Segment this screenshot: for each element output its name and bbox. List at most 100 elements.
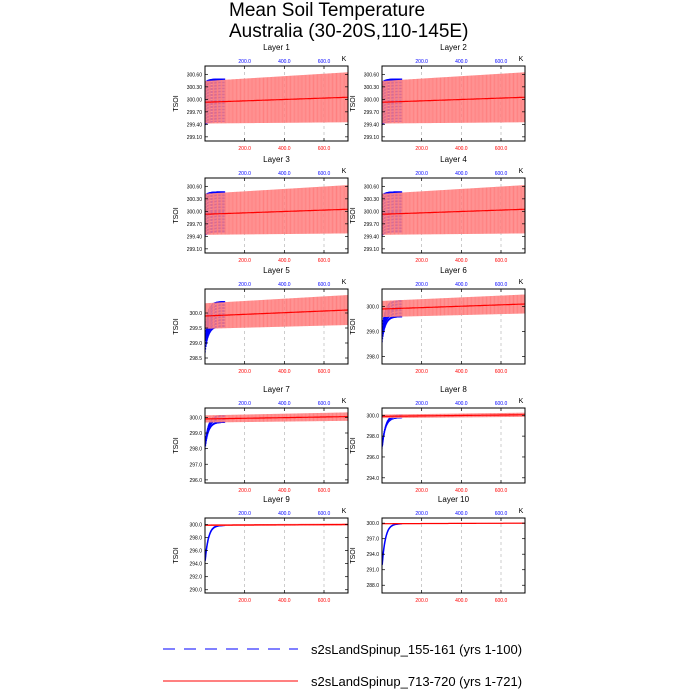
plot-frame (204, 288, 349, 365)
series-blue (204, 524, 226, 562)
bottom-x-tick-label: 200.0 (238, 598, 251, 604)
panel-title: Layer 10 (438, 495, 470, 504)
top-x-tick-label: 200.0 (415, 282, 428, 288)
series-mean-line (205, 416, 348, 420)
panel-title: Layer 8 (440, 385, 467, 394)
plot-frame (381, 517, 526, 594)
series-red (204, 72, 349, 124)
top-x-tick-label: 600.0 (318, 171, 331, 177)
y-tick-label: 294.0 (366, 476, 379, 482)
units-label: K (342, 508, 347, 515)
y-tick-label: 300.30 (187, 197, 203, 203)
y-tick-label: 298.0 (366, 434, 379, 440)
series-red (381, 522, 526, 525)
y-tick-label: 294.0 (189, 562, 202, 568)
y-tick-label: 300.00 (364, 97, 380, 103)
top-x-tick-label: 400.0 (455, 59, 468, 65)
y-axis-label: TSOI (350, 437, 357, 453)
panel-layer-3: Layer 3 K TSOI 300.60 300.30 300.00 299.70 299.… (173, 155, 349, 264)
panel-title: Layer 9 (263, 495, 290, 504)
units-label: K (342, 168, 347, 175)
y-tick-label: 296.0 (189, 478, 202, 484)
y-tick-label: 300.0 (189, 523, 202, 529)
series-mean-line (205, 309, 348, 317)
y-axis-label: TSOI (173, 95, 180, 111)
top-x-tick-label: 200.0 (415, 171, 428, 177)
y-axis-label: TSOI (350, 547, 357, 563)
bottom-x-tick-label: 600.0 (495, 488, 508, 494)
bottom-x-tick-label: 400.0 (278, 146, 291, 152)
series-red (204, 295, 349, 329)
y-tick-label: 296.0 (366, 455, 379, 461)
y-axis-label: TSOI (173, 547, 180, 563)
series-mean-line (382, 208, 526, 215)
plot-frame (204, 407, 349, 484)
top-x-tick-label: 600.0 (318, 59, 331, 65)
y-tick-label: 299.10 (187, 135, 203, 141)
top-x-tick-label: 600.0 (495, 511, 508, 517)
y-tick-label: 299.0 (189, 431, 202, 437)
figure-title-line-2: Australia (30-20S,110-145E) (229, 21, 469, 42)
top-x-tick-label: 200.0 (238, 171, 251, 177)
panel-layer-2: Layer 2 K TSOI 300.60 300.30 300.00 299.70 299.… (350, 43, 526, 152)
bottom-x-tick-label: 200.0 (415, 488, 428, 494)
bottom-x-tick-label: 600.0 (318, 146, 331, 152)
top-x-tick-label: 200.0 (238, 282, 251, 288)
panel-title: Layer 7 (263, 385, 290, 394)
bottom-x-tick-label: 400.0 (278, 488, 291, 494)
units-label: K (519, 279, 524, 286)
panel-layer-10: Layer 10 K TSOI 300.0 297.0 294.0 291.0 288.0 20… (350, 495, 526, 604)
bottom-x-tick-label: 400.0 (455, 258, 468, 264)
top-x-tick-label: 600.0 (495, 171, 508, 177)
bottom-x-tick-label: 600.0 (495, 258, 508, 264)
y-tick-label: 292.0 (189, 575, 202, 581)
plot-frame (381, 65, 526, 142)
series-mean-line (205, 523, 348, 526)
bottom-x-tick-label: 600.0 (318, 258, 331, 264)
y-tick-label: 300.00 (187, 97, 203, 103)
y-tick-label: 300.0 (189, 311, 202, 317)
bottom-x-tick-label: 600.0 (495, 146, 508, 152)
y-tick-label: 297.0 (366, 537, 379, 543)
y-tick-label: 294.0 (366, 552, 379, 558)
series-red (381, 185, 526, 235)
panel-layer-7: Layer 7 K TSOI 300.0 299.0 298.0 297.0 296.0 200… (173, 385, 349, 494)
y-tick-label: 299.10 (187, 247, 203, 253)
y-tick-label: 288.0 (366, 583, 379, 589)
bottom-x-tick-label: 400.0 (455, 146, 468, 152)
top-x-tick-label: 400.0 (278, 171, 291, 177)
y-tick-label: 300.30 (364, 85, 380, 91)
plot-frame (204, 65, 349, 142)
y-tick-label: 300.30 (187, 85, 203, 91)
bottom-x-tick-label: 200.0 (238, 488, 251, 494)
panel-layer-6: Layer 6 K TSOI 300.0 299.0 298.0 200.0 400.0 600… (350, 266, 526, 375)
y-tick-label: 300.0 (366, 305, 379, 311)
series-red (381, 294, 526, 318)
y-tick-label: 300.60 (187, 72, 203, 78)
series-red (204, 412, 349, 423)
top-x-tick-label: 600.0 (318, 282, 331, 288)
y-tick-label: 299.40 (187, 234, 203, 240)
panel-title: Layer 1 (263, 43, 290, 52)
series-red (204, 523, 349, 527)
y-tick-label: 298.0 (366, 355, 379, 361)
units-label: K (519, 508, 524, 515)
panel-title: Layer 2 (440, 43, 467, 52)
y-axis-label: TSOI (173, 437, 180, 453)
bottom-x-tick-label: 400.0 (278, 598, 291, 604)
y-tick-label: 300.0 (366, 521, 379, 527)
top-x-tick-label: 400.0 (455, 511, 468, 517)
top-x-tick-label: 200.0 (415, 511, 428, 517)
panel-layer-1: Layer 1 K TSOI 300.60 300.30 300.00 299.70 299.… (173, 43, 349, 152)
y-axis-label: TSOI (350, 207, 357, 223)
units-label: K (519, 56, 524, 63)
plot-frame (381, 177, 526, 254)
y-tick-label: 298.0 (189, 536, 202, 542)
bottom-x-tick-label: 400.0 (278, 258, 291, 264)
bottom-x-tick-label: 200.0 (238, 146, 251, 152)
plot-frame (381, 407, 526, 484)
y-tick-label: 299.10 (364, 247, 380, 253)
y-tick-label: 300.00 (364, 209, 380, 215)
units-label: K (342, 56, 347, 63)
bottom-x-tick-label: 600.0 (495, 369, 508, 375)
